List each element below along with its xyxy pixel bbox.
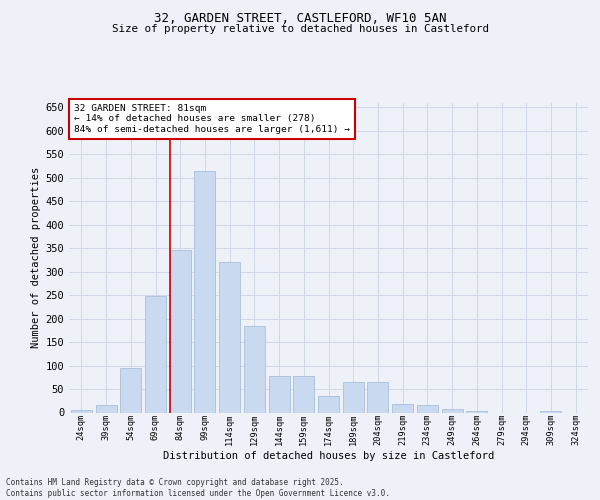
Text: 32 GARDEN STREET: 81sqm
← 14% of detached houses are smaller (278)
84% of semi-d: 32 GARDEN STREET: 81sqm ← 14% of detache…: [74, 104, 350, 134]
Bar: [417, 406, 438, 412]
Bar: [293, 376, 314, 412]
Bar: [318, 396, 339, 412]
Bar: [541, 411, 562, 412]
Bar: [466, 411, 487, 412]
Bar: [244, 326, 265, 412]
Bar: [145, 296, 166, 412]
Bar: [442, 408, 463, 412]
Bar: [367, 382, 388, 412]
Text: 32, GARDEN STREET, CASTLEFORD, WF10 5AN: 32, GARDEN STREET, CASTLEFORD, WF10 5AN: [154, 12, 446, 26]
Bar: [269, 376, 290, 412]
Bar: [170, 250, 191, 412]
Text: Contains HM Land Registry data © Crown copyright and database right 2025.
Contai: Contains HM Land Registry data © Crown c…: [6, 478, 390, 498]
Bar: [120, 368, 141, 412]
Bar: [392, 404, 413, 412]
Y-axis label: Number of detached properties: Number of detached properties: [31, 167, 41, 348]
Text: Size of property relative to detached houses in Castleford: Size of property relative to detached ho…: [112, 24, 488, 34]
Bar: [71, 410, 92, 412]
Bar: [194, 170, 215, 412]
Bar: [343, 382, 364, 412]
Bar: [219, 262, 240, 412]
X-axis label: Distribution of detached houses by size in Castleford: Distribution of detached houses by size …: [163, 451, 494, 461]
Bar: [95, 406, 116, 412]
